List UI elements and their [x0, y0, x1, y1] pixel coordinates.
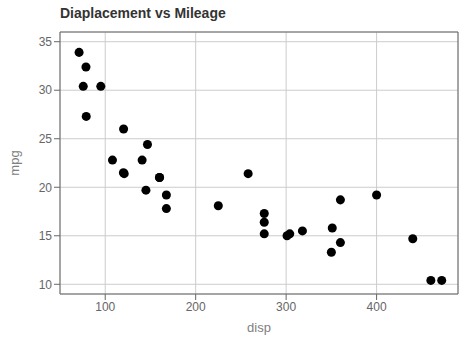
- svg-text:disp: disp: [247, 320, 271, 335]
- svg-text:300: 300: [276, 300, 296, 314]
- svg-text:20: 20: [39, 181, 53, 195]
- svg-text:10: 10: [39, 278, 53, 292]
- svg-text:30: 30: [39, 83, 53, 97]
- svg-text:25: 25: [39, 132, 53, 146]
- svg-text:15: 15: [39, 229, 53, 243]
- svg-text:400: 400: [367, 300, 387, 314]
- svg-text:35: 35: [39, 35, 53, 49]
- svg-text:100: 100: [95, 300, 115, 314]
- svg-text:mpg: mpg: [8, 150, 22, 175]
- html-text:Diaplacement vs Mileage: Diaplacement vs Mileage: [60, 5, 226, 21]
- svg-text:200: 200: [186, 300, 206, 314]
